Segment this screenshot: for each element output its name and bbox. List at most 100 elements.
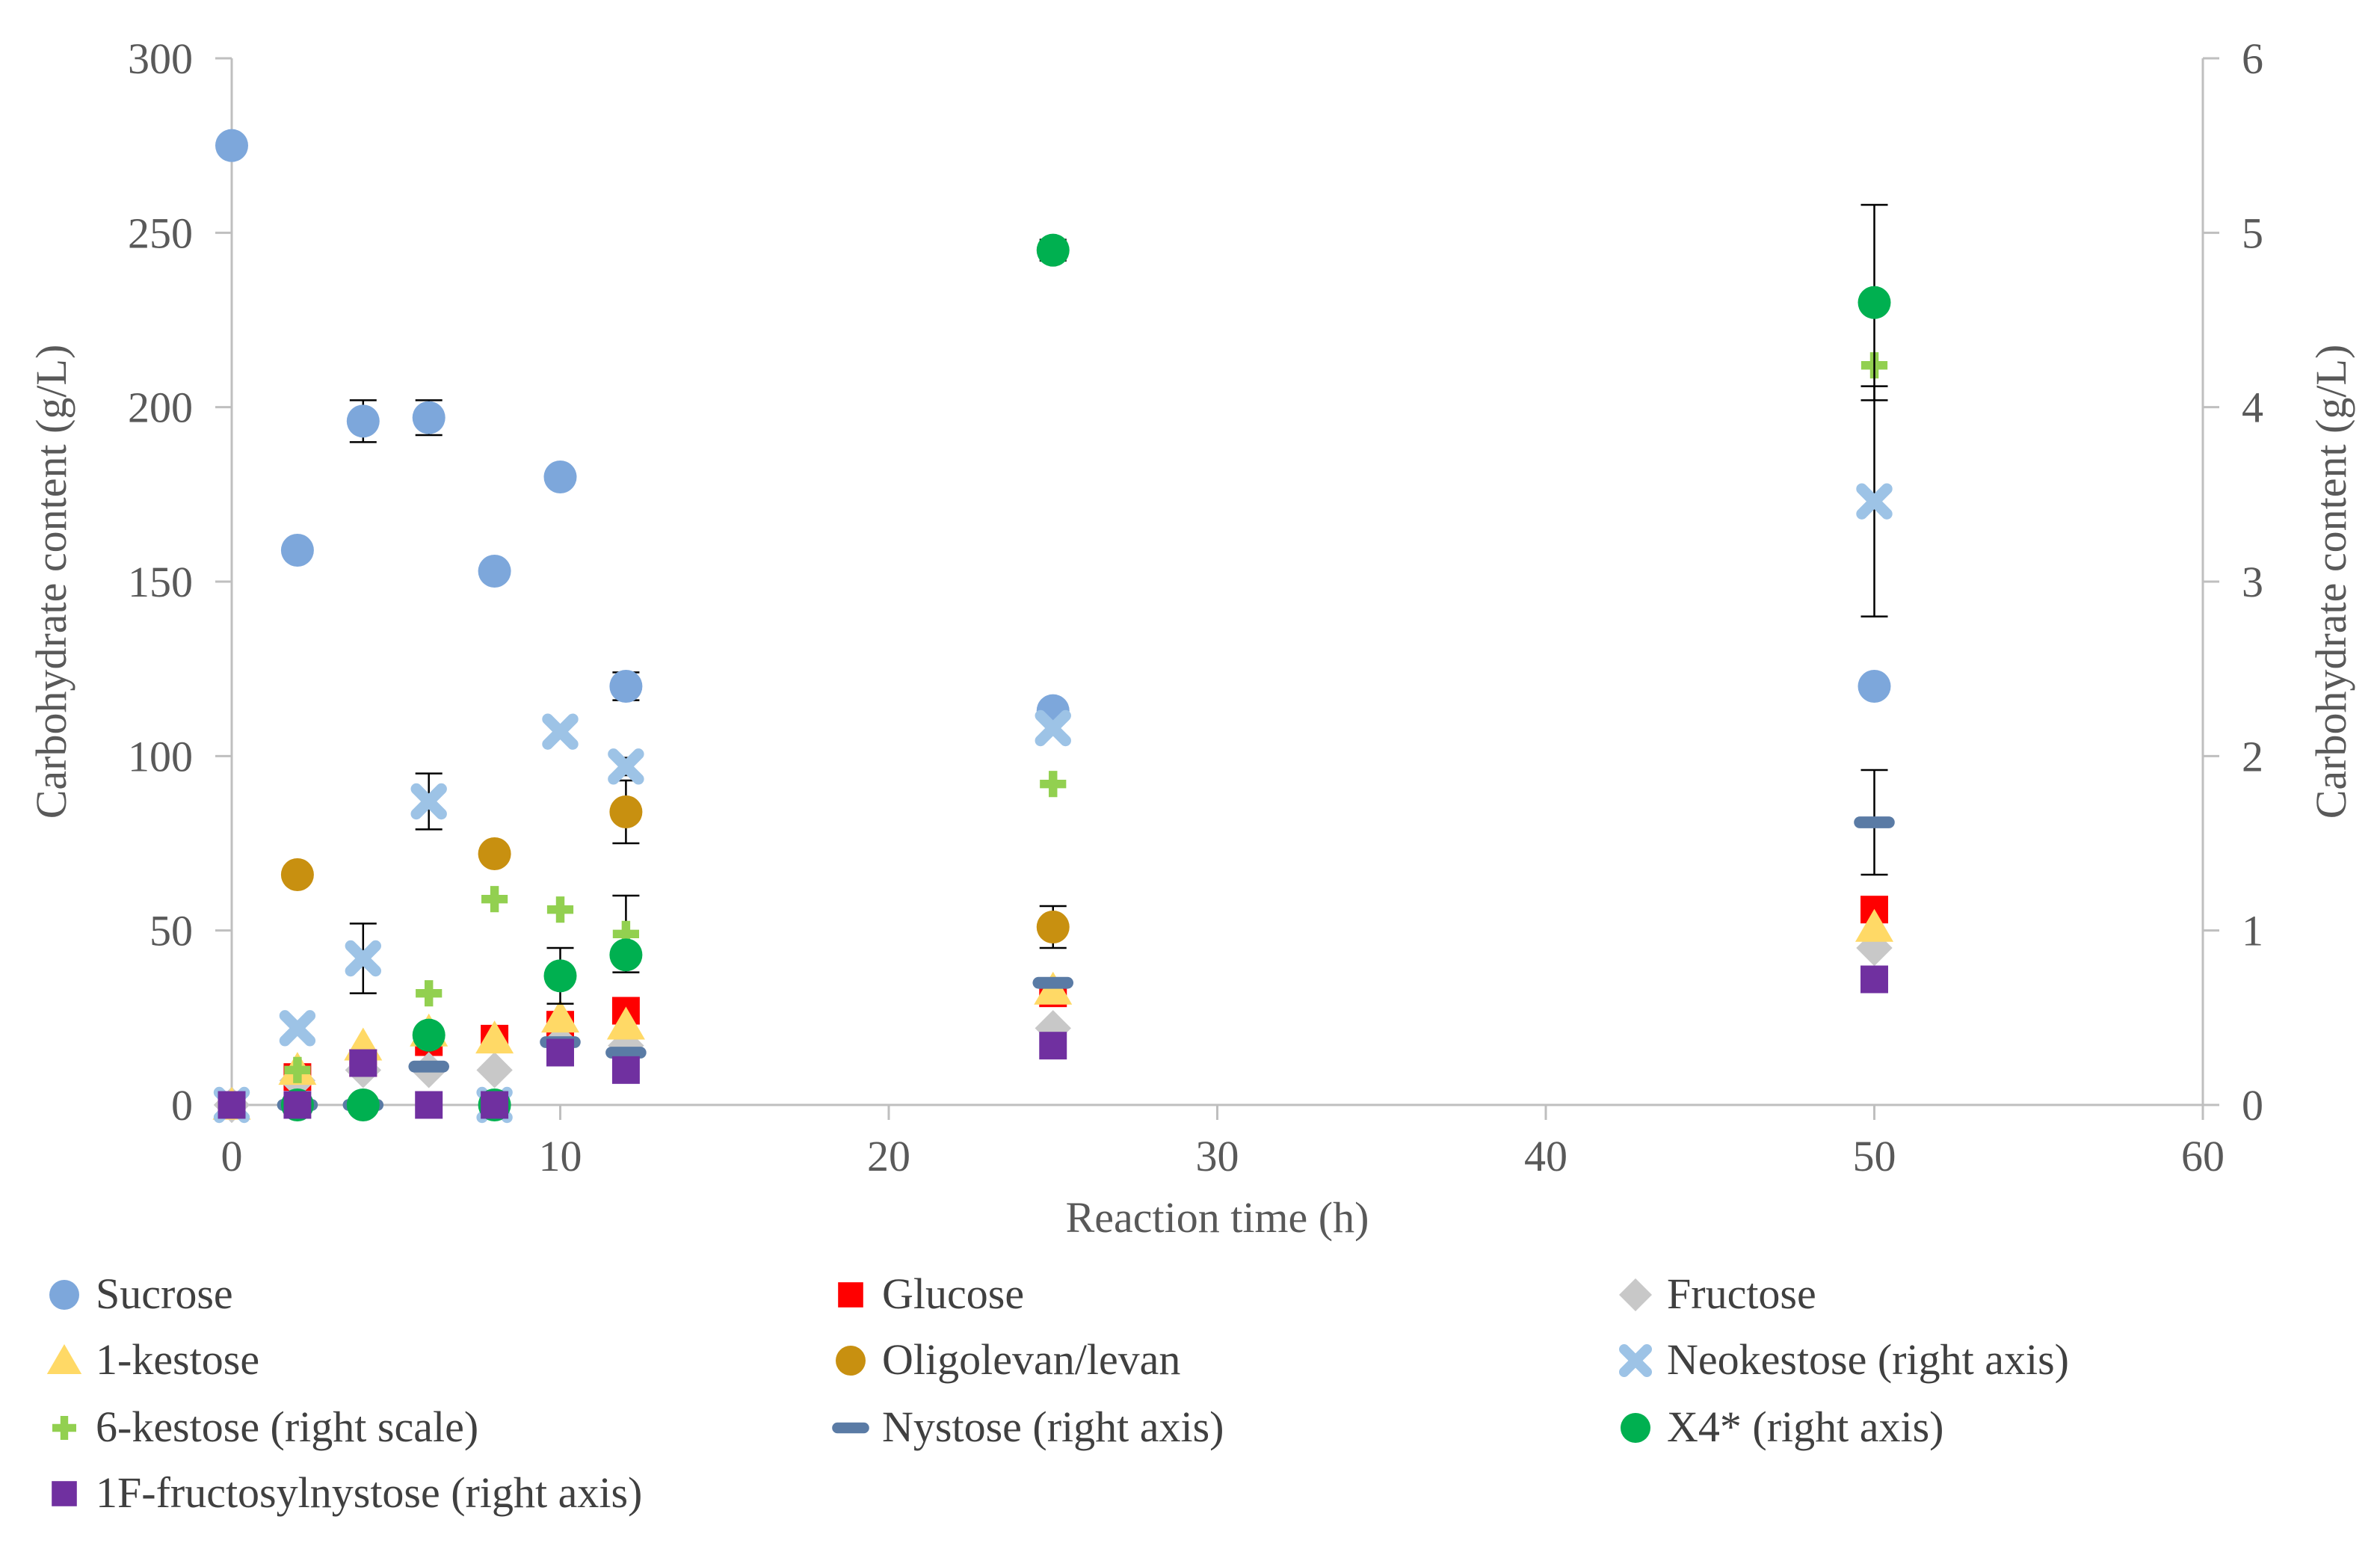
data-point — [1036, 911, 1070, 943]
legend-label: Neokestose (right axis) — [1667, 1335, 2069, 1384]
data-point — [481, 886, 508, 913]
x-tick-label: 40 — [1524, 1132, 1567, 1180]
legend-marker — [49, 1280, 79, 1310]
y-right-tick-label: 0 — [2242, 1081, 2263, 1130]
y-axis-left-title: Carbohydrate content (g/L) — [27, 345, 75, 819]
series-fructose — [213, 929, 1893, 1124]
data-point — [345, 940, 381, 977]
legend-marker — [832, 1422, 869, 1434]
legend-item: Sucrose — [49, 1269, 233, 1318]
x-axis-title: Reaction time (h) — [1066, 1193, 1369, 1242]
y-right-tick-label: 2 — [2242, 732, 2263, 780]
data-point — [1040, 771, 1067, 798]
data-point — [543, 959, 577, 993]
legend-label: 6-kestose (right scale) — [96, 1402, 478, 1451]
y-left-tick-label: 300 — [128, 34, 193, 83]
legend-marker — [46, 1344, 82, 1374]
legend-item: Oligolevan/levan — [836, 1335, 1180, 1384]
data-point — [1854, 816, 1895, 828]
x-tick-label: 60 — [2181, 1132, 2225, 1180]
legend-marker — [52, 1481, 77, 1506]
data-point — [1856, 929, 1893, 967]
y-left-tick-label: 100 — [128, 732, 193, 780]
x-tick-label: 50 — [1853, 1132, 1896, 1180]
data-point — [609, 670, 643, 703]
data-point — [412, 401, 446, 434]
legend-label: Glucose — [882, 1269, 1024, 1318]
legend-item: 1-kestose — [46, 1335, 259, 1384]
data-point — [218, 1091, 246, 1119]
legend-label: Nystose (right axis) — [882, 1402, 1224, 1451]
legend-label: Sucrose — [96, 1269, 233, 1318]
legend-label: Oligolevan/levan — [882, 1335, 1180, 1384]
legend-marker — [836, 1346, 866, 1376]
data-point — [540, 1000, 580, 1033]
x-tick-label: 10 — [539, 1132, 582, 1180]
x-tick-label: 0 — [221, 1132, 243, 1180]
series-x4-right-axis- — [280, 203, 1891, 1121]
data-point — [415, 1091, 443, 1119]
data-point — [478, 555, 511, 588]
data-point — [1035, 709, 1071, 747]
y-left-tick-label: 250 — [128, 209, 193, 257]
data-point — [609, 938, 643, 972]
legend-item: Neokestose (right axis) — [1619, 1335, 2069, 1384]
y-left-tick-label: 0 — [171, 1081, 193, 1130]
data-point — [1856, 483, 1893, 520]
data-point — [1032, 976, 1074, 989]
y-right-tick-label: 6 — [2242, 34, 2263, 83]
legend-marker — [838, 1282, 863, 1308]
legend-marker — [1621, 1413, 1650, 1443]
series-sucrose — [215, 129, 1891, 727]
y-right-tick-label: 5 — [2242, 209, 2263, 257]
legend-item: Fructose — [1619, 1269, 1816, 1318]
data-point — [605, 1047, 647, 1059]
y-left-tick-label: 50 — [149, 907, 193, 955]
data-point — [1858, 670, 1891, 703]
legend-item: X4* (right axis) — [1621, 1402, 1944, 1451]
x-tick-label: 30 — [1196, 1132, 1239, 1180]
y-right-tick-label: 1 — [2242, 907, 2263, 955]
data-point — [609, 795, 643, 828]
legend-label: Fructose — [1667, 1269, 1816, 1318]
data-point — [412, 1018, 446, 1052]
data-point — [280, 534, 314, 567]
legend-item: Glucose — [838, 1269, 1024, 1318]
data-point — [284, 1056, 311, 1083]
plot-area — [212, 129, 1895, 1124]
legend-item: Nystose (right axis) — [832, 1402, 1224, 1451]
data-point — [543, 461, 577, 493]
legend-item: 6-kestose (right scale) — [52, 1402, 478, 1451]
data-point — [283, 1091, 312, 1119]
legend-item: 1F-fructosylnystose (right axis) — [52, 1468, 642, 1517]
data-point — [1860, 965, 1888, 994]
data-point — [280, 858, 314, 891]
data-point — [478, 837, 511, 870]
series-6-kestose-right-scale- — [284, 352, 1888, 1083]
legend-label: X4* (right axis) — [1667, 1402, 1944, 1451]
legend-marker — [1619, 1278, 1652, 1311]
data-point — [215, 129, 248, 162]
data-point — [546, 896, 574, 923]
y-right-tick-label: 4 — [2242, 384, 2263, 432]
data-point — [416, 980, 443, 1007]
data-point — [410, 783, 447, 820]
x-tick-label: 20 — [867, 1132, 910, 1180]
y-axis-right-title: Carbohydrate content (g/L) — [2307, 345, 2355, 819]
data-point — [1036, 233, 1070, 267]
data-point — [346, 404, 380, 438]
legend-marker — [52, 1416, 76, 1440]
y-left-tick-label: 150 — [128, 558, 193, 606]
data-point — [1858, 286, 1891, 319]
legend-label: 1-kestose — [96, 1335, 259, 1384]
series-nystose-right-axis- — [277, 769, 1895, 1111]
data-point — [1855, 908, 1894, 942]
data-point — [349, 1049, 377, 1077]
data-point — [279, 1010, 316, 1047]
y-right-tick-label: 3 — [2242, 558, 2263, 606]
series-neokestose-right-axis- — [213, 385, 1893, 1124]
data-point — [475, 1020, 514, 1054]
data-point — [481, 1091, 509, 1119]
